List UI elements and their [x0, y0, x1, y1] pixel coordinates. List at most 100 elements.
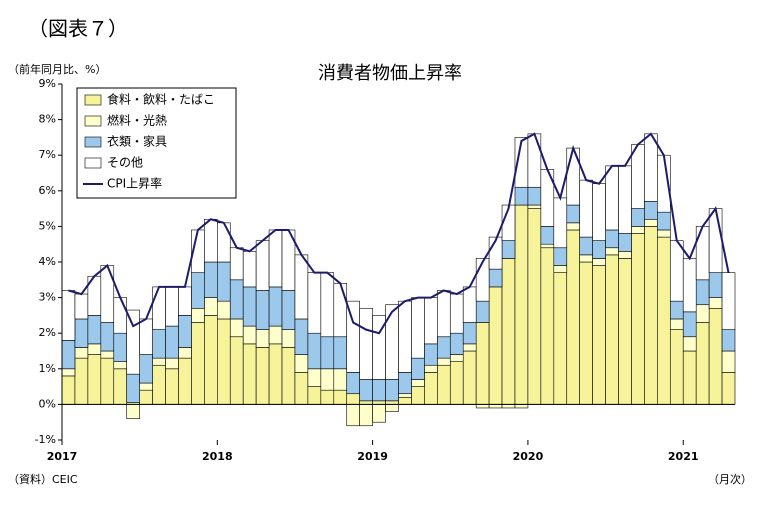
- x-axis-label: （月次）: [708, 472, 752, 486]
- bar-segment: [100, 350, 115, 359]
- bar-segment: [657, 229, 671, 238]
- bar-segment: [372, 400, 386, 405]
- bar-segment: [178, 315, 192, 348]
- bar-segment: [333, 283, 348, 338]
- bar-segment: [152, 364, 166, 405]
- bar-segment: [126, 404, 140, 419]
- bar-segment: [281, 347, 296, 405]
- bar-segment: [592, 258, 606, 266]
- bar-segment: [411, 297, 425, 359]
- bar-segment: [320, 272, 335, 338]
- y-axis-label: （前年同月比、%）: [8, 62, 106, 76]
- bar-segment: [87, 354, 102, 405]
- bar-segment: [695, 226, 710, 281]
- bar-segment: [566, 204, 580, 224]
- bar-segment: [424, 372, 438, 405]
- bar-segment: [462, 343, 477, 352]
- bar-segment: [61, 340, 76, 370]
- bar-segment: [178, 347, 192, 359]
- bar-segment: [217, 300, 231, 320]
- bar-segment: [294, 372, 309, 405]
- bar-segment: [126, 309, 140, 375]
- legend-box: [76, 87, 237, 199]
- y-tick-label: 1%: [39, 362, 56, 375]
- bar-segment: [333, 368, 348, 391]
- y-tick-label: -1%: [35, 433, 56, 446]
- bar-segment: [333, 389, 348, 405]
- bar-segment: [437, 364, 451, 405]
- bar-segment: [411, 357, 425, 380]
- bar-segment: [217, 222, 231, 263]
- bar-segment: [359, 400, 373, 405]
- bar-segment: [268, 229, 283, 288]
- bar-segment: [242, 325, 257, 345]
- bar-segment: [644, 201, 658, 220]
- bar-segment: [126, 373, 140, 403]
- bar-segment: [113, 368, 128, 405]
- bar-segment: [268, 325, 283, 345]
- bar-segment: [372, 404, 386, 423]
- bar-segment: [657, 236, 671, 405]
- bar-segment: [437, 290, 451, 338]
- bar-segment: [191, 272, 205, 309]
- source: （資料）CEIC: [8, 472, 78, 486]
- bar-segment: [514, 204, 529, 405]
- cpi-line: [68, 132, 730, 335]
- bar-segment: [527, 208, 542, 405]
- bar-segment: [87, 315, 102, 345]
- y-tick-label: 4%: [39, 255, 56, 268]
- bar-segment: [242, 286, 257, 327]
- bar-segment: [346, 404, 360, 427]
- bar-segment: [540, 226, 555, 245]
- bar-segment: [74, 357, 89, 405]
- bar-segment: [307, 386, 322, 405]
- bar-segment: [449, 354, 464, 362]
- bar-segment: [281, 290, 296, 330]
- bar-segment: [488, 268, 503, 288]
- bar-segment: [579, 254, 593, 263]
- bar-segment: [165, 325, 179, 359]
- legend-label: CPI上昇率: [107, 176, 162, 191]
- bar-segment: [618, 258, 632, 405]
- bar-segment: [255, 240, 270, 291]
- bar-segment: [113, 361, 128, 370]
- x-tick-label: 2021: [668, 450, 699, 463]
- bar-segment: [139, 389, 153, 405]
- bar-segment: [605, 254, 619, 405]
- bar-segment: [74, 347, 89, 359]
- bar-segment: [682, 336, 697, 352]
- bar-segment: [100, 265, 115, 323]
- bar-segment: [242, 251, 257, 288]
- bar-segment: [372, 379, 386, 402]
- bar-segment: [540, 247, 555, 405]
- legend-swatch: [84, 136, 102, 148]
- bar-segment: [579, 261, 593, 405]
- bar-segment: [152, 357, 166, 366]
- bar-segment: [398, 396, 412, 405]
- bar-segment: [281, 329, 296, 348]
- bar-segment: [514, 404, 529, 409]
- bar-segment: [113, 297, 128, 334]
- bar-segment: [475, 322, 490, 405]
- bar-segment: [501, 258, 516, 405]
- bar-segment: [566, 229, 580, 405]
- legend-swatch: [84, 115, 102, 127]
- bar-segment: [307, 272, 322, 334]
- bar-segment: [100, 357, 115, 405]
- bar-segment: [398, 372, 412, 395]
- bar-segment: [385, 400, 399, 405]
- bar-segment: [553, 197, 568, 249]
- bar-segment: [475, 300, 490, 323]
- bar-segment: [631, 226, 645, 234]
- y-tick-label: 7%: [39, 148, 56, 161]
- bar-segment: [165, 368, 179, 405]
- bar-segment: [708, 272, 723, 298]
- bar-segment: [385, 404, 399, 412]
- bar-segment: [592, 183, 606, 241]
- bar-segment: [475, 258, 490, 302]
- bar-segment: [307, 332, 322, 370]
- bar-segment: [631, 233, 645, 405]
- bar-segment: [501, 404, 516, 409]
- bar-segment: [695, 322, 710, 405]
